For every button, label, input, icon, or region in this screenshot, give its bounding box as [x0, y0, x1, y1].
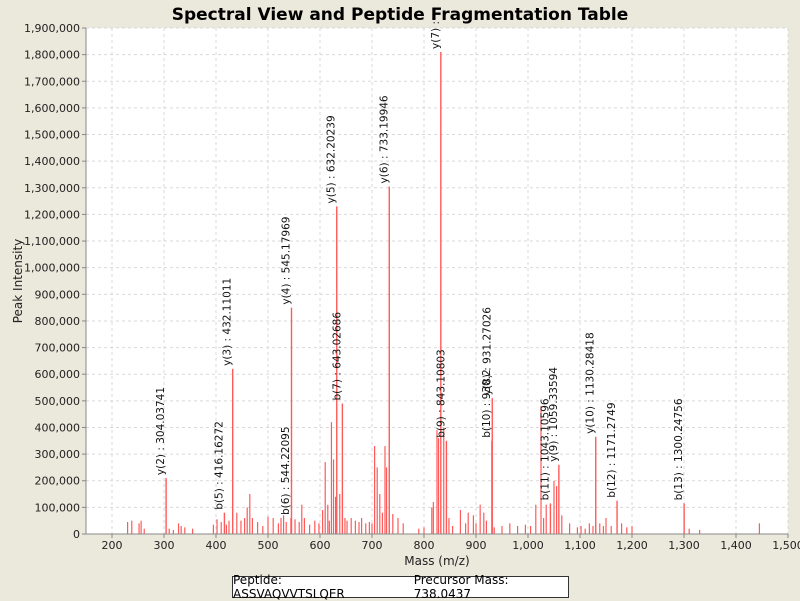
- x-tick-label: 200: [102, 539, 123, 552]
- x-tick-label: 400: [206, 539, 227, 552]
- x-tick-label: 1,400: [720, 539, 752, 552]
- peak-label: b(5) : 416.16272: [213, 421, 225, 510]
- peak-label: y(8) : 931.27026: [481, 307, 493, 395]
- y-tick-label: 1,200,000: [24, 208, 80, 221]
- x-axis-ticks: 200 300 400 500 600 700 800 900 1,000 1,100 1,200 1…: [102, 534, 800, 552]
- peak-label: b(7) : 643.02686: [331, 312, 343, 401]
- x-tick-label: 900: [466, 539, 487, 552]
- x-tick-label: 600: [310, 539, 331, 552]
- peak-label: b(13) : 1300.24756: [673, 398, 685, 500]
- y-tick-label: 400,000: [35, 421, 81, 434]
- y-axis-label: Peak Intensity: [11, 239, 25, 324]
- y-tick-label: 0: [73, 528, 80, 541]
- y-tick-label: 600,000: [35, 368, 81, 381]
- y-tick-label: 1,700,000: [24, 75, 80, 88]
- y-tick-label: 1,800,000: [24, 49, 80, 62]
- x-tick-label: 1,300: [668, 539, 700, 552]
- chart-title: Spectral View and Peptide Fragmentation …: [172, 5, 629, 25]
- y-tick-label: 1,400,000: [24, 155, 80, 168]
- x-tick-label: 700: [362, 539, 383, 552]
- peak-label: y(9) : 1059.33594: [548, 367, 560, 462]
- peak-label: y(2) : 304.03741: [155, 387, 167, 475]
- peak-label: y(6) : 733.19946: [378, 95, 390, 183]
- x-tick-label: 300: [154, 539, 175, 552]
- peak-label: y(4) : 545.17969: [280, 217, 292, 305]
- y-tick-label: 100,000: [35, 501, 81, 514]
- y-tick-label: 500,000: [35, 395, 81, 408]
- x-tick-label: 500: [258, 539, 279, 552]
- precursor-mass-label: Precursor Mass: 738.0437: [414, 573, 568, 601]
- y-tick-label: 900,000: [35, 288, 81, 301]
- y-tick-label: 1,100,000: [24, 235, 80, 248]
- x-tick-label: 1,500: [772, 539, 800, 552]
- x-axis-label: Mass (m/z): [404, 554, 469, 568]
- y-tick-label: 1,300,000: [24, 182, 80, 195]
- y-tick-label: 1,900,000: [24, 22, 80, 35]
- peak-label: y(7) :: [430, 21, 442, 49]
- y-tick-label: 1,000,000: [24, 262, 80, 275]
- x-tick-label: 1,000: [512, 539, 544, 552]
- y-tick-label: 1,500,000: [24, 129, 80, 142]
- x-tick-label: 1,100: [564, 539, 596, 552]
- peak-label: y(5) : 632.20239: [326, 115, 338, 203]
- x-tick-label: 1,200: [616, 539, 648, 552]
- peak-label: b(9) : 843.10803: [435, 349, 447, 438]
- y-tick-label: 200,000: [35, 475, 81, 488]
- y-axis-ticks: 0 100,000 200,000 300,000 400,000 500,000 600,…: [24, 22, 86, 541]
- peptide-info-box: Peptide: ASSVAQVVTSLQER Precursor Mass: …: [232, 576, 569, 598]
- peptide-label: Peptide: ASSVAQVVTSLQER: [233, 573, 396, 601]
- y-tick-label: 700,000: [35, 342, 81, 355]
- peak-label: b(12) : 1171.2749: [606, 402, 618, 497]
- y-tick-label: 800,000: [35, 315, 81, 328]
- peak-label: b(6) : 544.22095: [280, 426, 292, 515]
- peak-label: y(3) : 432.11011: [222, 278, 234, 366]
- y-tick-label: 1,600,000: [24, 102, 80, 115]
- peak-label: y(10) : 1130.28418: [585, 332, 597, 433]
- x-tick-label: 800: [414, 539, 435, 552]
- y-tick-label: 300,000: [35, 448, 81, 461]
